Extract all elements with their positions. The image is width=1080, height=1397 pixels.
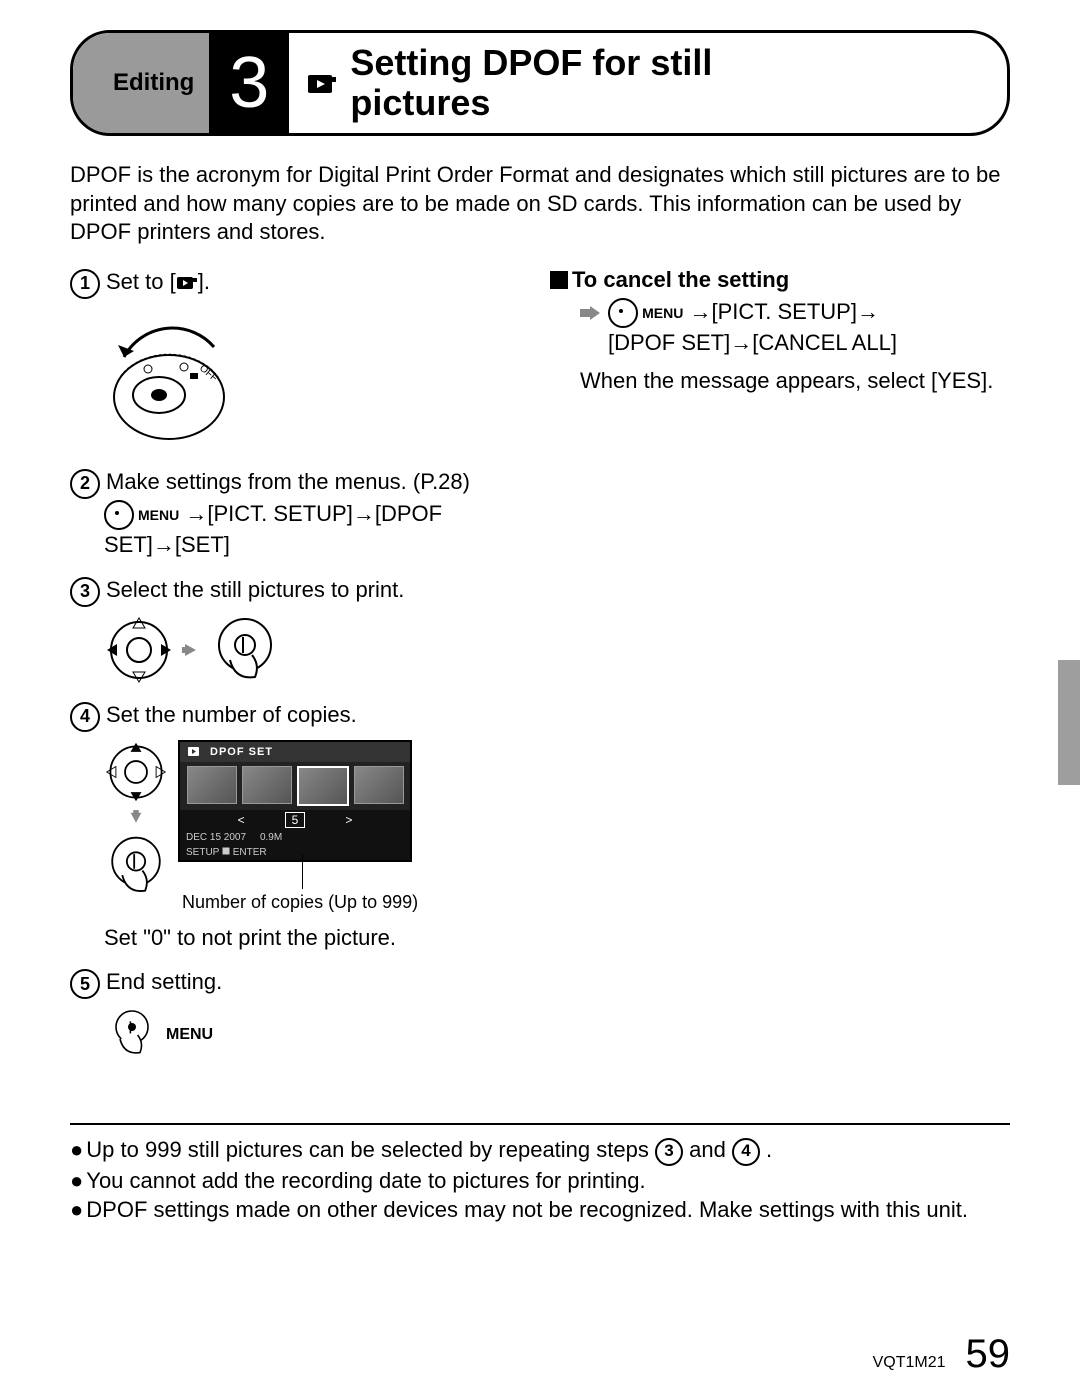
step-text: Set the number of copies.	[106, 700, 357, 730]
chapter-title: Setting DPOF for still pictures	[289, 33, 712, 133]
end-setting-illustration: MENU	[104, 1007, 500, 1068]
page-footer: VQT1M21 59	[873, 1332, 1010, 1377]
step-number: 4	[70, 702, 100, 732]
step-text: Select the still pictures to print.	[106, 575, 404, 605]
page-number: 59	[966, 1332, 1011, 1377]
menu-button-icon: MENU	[104, 500, 179, 530]
joystick-ud-icon	[104, 740, 168, 804]
chapter-header: Editing 3 Setting DPOF for still picture…	[70, 30, 1010, 136]
press-center-icon	[210, 615, 280, 685]
steps-column: 1 Set to []. OFF	[70, 267, 500, 1084]
menu-button-icon: MENU	[608, 298, 683, 328]
title-line2: pictures	[350, 82, 490, 123]
category-label: Editing	[73, 33, 209, 133]
step-2: 2 Make settings from the menus. (P.28) M…	[70, 467, 500, 560]
note-item: ● You cannot add the recording date to p…	[70, 1166, 1010, 1196]
square-bullet-icon	[550, 271, 568, 289]
cancel-after-text: When the message appears, select [YES].	[580, 366, 1010, 396]
screen-bottom-line: SETUP ⯀ ENTER	[180, 845, 410, 860]
arrow-right-icon	[182, 640, 202, 660]
step-3: 3 Select the still pictures to print.	[70, 575, 500, 685]
bullet-icon: ●	[70, 1195, 83, 1225]
doc-code: VQT1M21	[873, 1354, 946, 1372]
set-zero-note: Set "0" to not print the picture.	[104, 923, 500, 953]
nav-left-icon: <	[238, 813, 245, 827]
cancel-menu-path: MENU →[PICT. SETUP]→ [DPOF SET]→[CANCEL …	[580, 297, 1010, 358]
bullet-icon: ●	[70, 1166, 83, 1196]
cancel-column: To cancel the setting MENU →[PICT. SETUP…	[550, 267, 1010, 1084]
step-number: 1	[70, 269, 100, 299]
arrow-down-icon	[127, 810, 145, 828]
menu-label: MENU	[166, 1026, 213, 1044]
step-ref: 4	[732, 1138, 760, 1166]
step-4: 4 Set the number of copies.	[70, 700, 500, 953]
step-text: End setting.	[106, 967, 222, 997]
step-number: 5	[70, 969, 100, 999]
joystick-select-illustration	[104, 615, 500, 685]
screen-date: DEC 15 2007	[186, 832, 246, 843]
press-menu-icon	[104, 1007, 160, 1063]
joystick-lr-icon	[104, 615, 174, 685]
dpof-title: DPOF SET	[210, 746, 273, 758]
step-5: 5 End setting. MENU	[70, 967, 500, 1068]
step-text: Make settings from the menus. (P.28)	[106, 467, 470, 497]
copies-count: 5	[285, 812, 306, 828]
step-1: 1 Set to []. OFF	[70, 267, 500, 452]
copies-illustration: DPOF SET < 5	[104, 740, 500, 953]
screen-meta: 0.9M	[260, 832, 282, 843]
mode-dial-illustration: OFF	[104, 307, 500, 452]
step2-menu-path: MENU →[PICT. SETUP]→[DPOF SET]→[SET]	[104, 499, 500, 560]
step-text: Set to [].	[106, 267, 210, 297]
cancel-heading: To cancel the setting	[550, 267, 1010, 293]
arrow-right-solid-icon	[580, 304, 602, 322]
nav-right-icon: >	[345, 813, 352, 827]
playback-mode-icon	[304, 65, 340, 101]
press-center-icon	[104, 834, 168, 898]
step-ref: 3	[655, 1138, 683, 1166]
note-item: ● Up to 999 still pictures can be select…	[70, 1135, 1010, 1165]
section-tab	[1058, 660, 1080, 785]
thumbnail	[354, 766, 404, 804]
divider	[70, 1123, 1010, 1125]
footer-notes: ● Up to 999 still pictures can be select…	[70, 1135, 1010, 1225]
intro-paragraph: DPOF is the acronym for Digital Print Or…	[70, 161, 1010, 247]
dpof-screen-mock: DPOF SET < 5	[178, 740, 412, 862]
copies-caption: Number of copies (Up to 999)	[182, 892, 418, 913]
thumbnail-selected	[297, 766, 349, 806]
step-number: 2	[70, 469, 100, 499]
step-number: 3	[70, 577, 100, 607]
thumbnail	[187, 766, 237, 804]
note-item: ● DPOF settings made on other devices ma…	[70, 1195, 1010, 1225]
title-line1: Setting DPOF for still	[350, 42, 712, 83]
chapter-number: 3	[209, 33, 289, 133]
playback-tiny-icon	[188, 746, 202, 758]
playback-small-icon	[176, 275, 198, 291]
thumbnail	[242, 766, 292, 804]
bullet-icon: ●	[70, 1135, 83, 1165]
